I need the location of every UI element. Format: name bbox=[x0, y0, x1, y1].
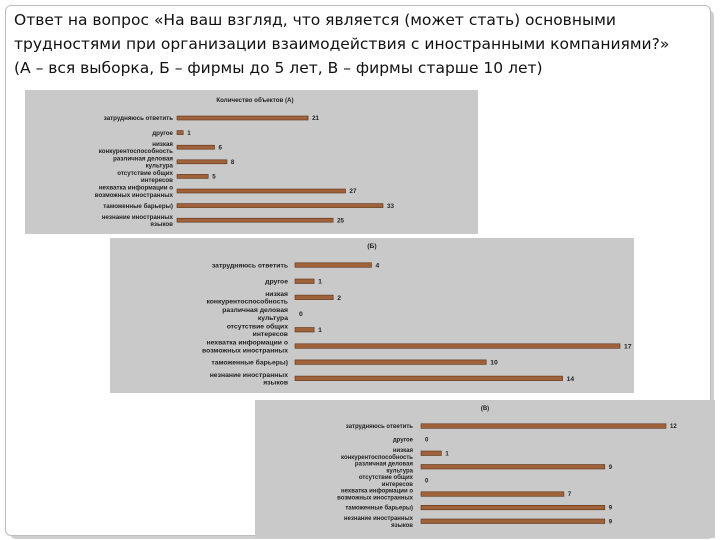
category-label: таможенные барьеры) bbox=[345, 505, 413, 512]
category-label: таможенные барьеры) bbox=[103, 203, 173, 210]
bar bbox=[294, 278, 315, 284]
category-label: низкая конкурентоспособность bbox=[99, 141, 174, 155]
category-label: различная деловая культура bbox=[113, 155, 173, 169]
category-label: незнание иностранных языков bbox=[210, 372, 289, 387]
bar bbox=[294, 327, 315, 333]
bar-value-label: 2 bbox=[337, 295, 341, 302]
bar-value-label: 12 bbox=[670, 424, 677, 430]
bar-value-label: 1 bbox=[318, 279, 322, 286]
chart-title: (В) bbox=[481, 406, 489, 412]
category-label: нехватка информации о возможных иностранн… bbox=[202, 340, 288, 355]
bar bbox=[294, 294, 334, 300]
bar bbox=[176, 144, 215, 150]
category-label: незнание иностранных языков bbox=[102, 214, 174, 228]
bar bbox=[176, 217, 334, 223]
bar bbox=[294, 375, 563, 381]
bar bbox=[420, 423, 667, 429]
bar-value-label: 14 bbox=[567, 376, 575, 383]
bar-value-label: 0 bbox=[425, 438, 429, 444]
bar-value-label: 7 bbox=[568, 492, 572, 498]
slide-heading: Ответ на вопрос «На ваш взгляд, что явля… bbox=[14, 8, 704, 80]
bar-value-label: 25 bbox=[337, 217, 344, 224]
category-label: нехватка информации о возможных иностранн… bbox=[95, 185, 174, 199]
category-label: различная деловая культура bbox=[222, 307, 288, 322]
heading-line-1: Ответ на вопрос «На ваш взгляд, что явля… bbox=[14, 11, 616, 29]
category-label: отсутствие общих интересов bbox=[117, 170, 173, 184]
category-label: нехватка информации о возможных иностранн… bbox=[337, 488, 414, 502]
bar bbox=[420, 464, 606, 470]
bar bbox=[176, 174, 209, 179]
chart-title: Количество объектов (А) bbox=[216, 97, 293, 104]
bar bbox=[420, 518, 606, 524]
heading-line-3: (А – вся выборка, Б – фирмы до 5 лет, В … bbox=[14, 59, 543, 77]
bar bbox=[176, 159, 228, 165]
bar-value-label: 27 bbox=[350, 188, 357, 195]
category-label: затрудняюсь ответить bbox=[212, 262, 288, 269]
chart-title: (Б) bbox=[367, 243, 376, 250]
chart-c-svg: (В) затрудняюсь ответить 12 другое 0 низкая ко… bbox=[337, 406, 677, 529]
chart-panel-c: (В) затрудняюсь ответить 12 другое 0 низкая ко… bbox=[255, 400, 715, 538]
bar-value-label: 6 bbox=[219, 144, 223, 151]
bar-value-label: 33 bbox=[387, 203, 394, 210]
bar bbox=[294, 359, 487, 365]
bar-value-label: 0 bbox=[425, 479, 429, 485]
category-label: отсутствие общих интересов bbox=[227, 322, 289, 338]
bar-value-label: 1 bbox=[445, 451, 449, 457]
bar bbox=[176, 130, 184, 135]
bar-value-label: 21 bbox=[312, 115, 319, 122]
category-label: затрудняюсь ответить bbox=[346, 424, 414, 430]
bar bbox=[176, 188, 346, 194]
bar bbox=[420, 491, 565, 497]
category-label: различная деловая культура bbox=[355, 461, 414, 474]
bar-value-label: 0 bbox=[299, 311, 303, 318]
category-label: другое bbox=[265, 279, 288, 286]
chart-b-svg: (Б) затрудняюсь ответить 4 другое 1 низкая кон… bbox=[202, 243, 632, 387]
bar bbox=[420, 505, 606, 511]
bar bbox=[176, 203, 384, 208]
heading-line-2: трудностями при организации взаимодейств… bbox=[14, 35, 670, 53]
bar-value-label: 17 bbox=[624, 343, 632, 350]
category-label: низкая конкурентоспособность bbox=[341, 448, 413, 461]
bar-value-label: 9 bbox=[609, 506, 613, 512]
category-label: затрудняюсь ответить bbox=[104, 115, 173, 122]
bar-value-label: 9 bbox=[609, 465, 613, 471]
bar-value-label: 8 bbox=[231, 159, 235, 166]
bar bbox=[294, 343, 621, 349]
category-label: незнание иностранных языков bbox=[344, 516, 414, 529]
bar bbox=[294, 262, 372, 268]
bar-value-label: 10 bbox=[490, 360, 498, 367]
bar-value-label: 1 bbox=[187, 130, 191, 137]
chart-panel-a: Количество объектов (А) затрудняюсь ответ… bbox=[25, 90, 478, 234]
category-label: другое bbox=[393, 438, 414, 444]
chart-a-svg: Количество объектов (А) затрудняюсь ответ… bbox=[95, 97, 395, 228]
category-label: отсутствие общих интересов bbox=[359, 474, 414, 488]
bar bbox=[420, 450, 442, 456]
category-label: низкая конкурентоспособность bbox=[206, 291, 288, 306]
bar-value-label: 9 bbox=[609, 519, 613, 525]
bar-value-label: 4 bbox=[376, 262, 380, 269]
bar-value-label: 1 bbox=[318, 327, 322, 334]
bar bbox=[176, 115, 309, 121]
category-label: другое bbox=[152, 130, 173, 137]
bar-value-label: 5 bbox=[212, 174, 216, 181]
category-label: таможенные барьеры) bbox=[211, 359, 288, 367]
chart-panel-b: (Б) затрудняюсь ответить 4 другое 1 низкая кон… bbox=[110, 238, 634, 393]
